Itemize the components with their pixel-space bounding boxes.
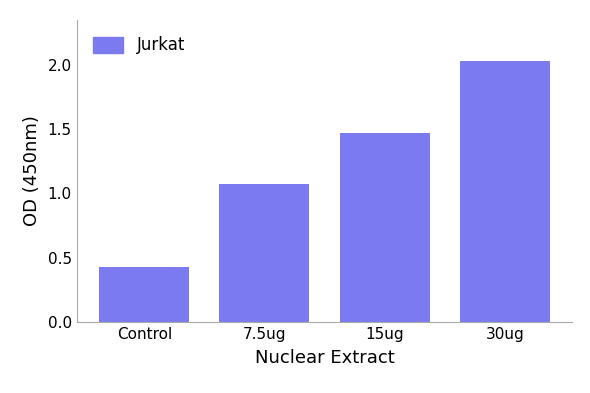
Legend: Jurkat: Jurkat xyxy=(85,28,194,62)
X-axis label: Nuclear Extract: Nuclear Extract xyxy=(255,349,394,367)
Bar xyxy=(339,133,430,322)
Bar xyxy=(219,184,310,322)
Bar xyxy=(99,267,189,322)
Bar xyxy=(460,61,550,322)
Y-axis label: OD (450nm): OD (450nm) xyxy=(23,116,41,226)
